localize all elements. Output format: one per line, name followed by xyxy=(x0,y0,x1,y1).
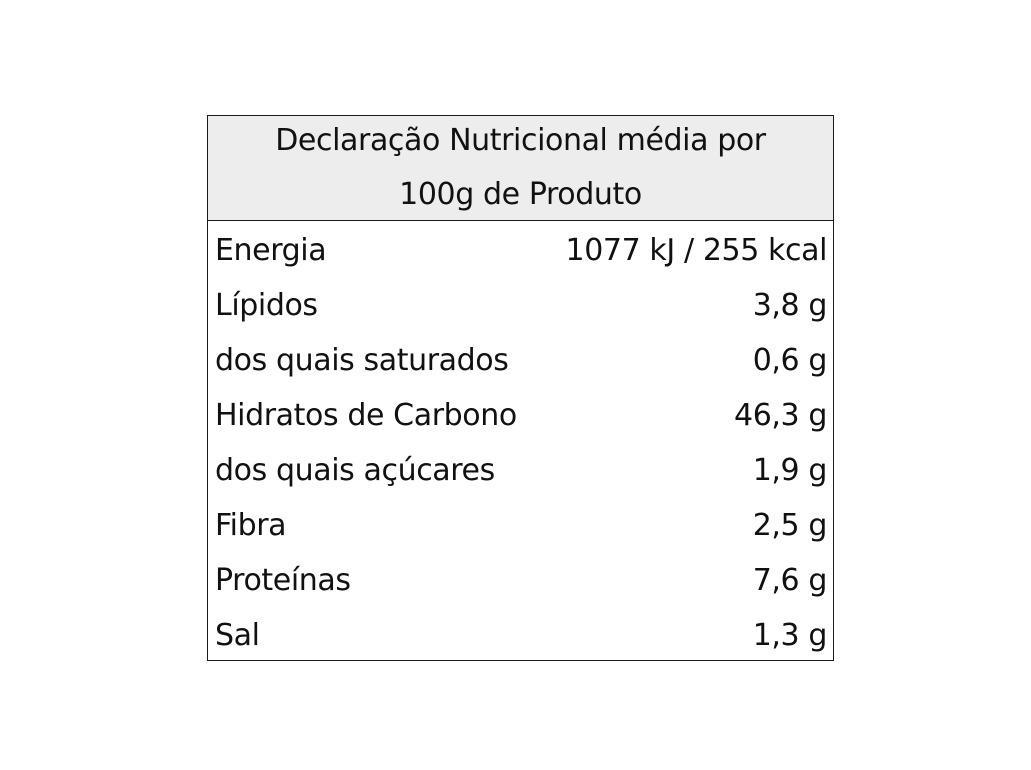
row-label: Sal xyxy=(215,618,260,653)
row-sal: Sal 1,3 g xyxy=(208,608,833,663)
row-saturados: dos quais saturados 0,6 g xyxy=(208,333,833,388)
table-body: Energia 1077 kJ / 255 kcal Lípidos 3,8 g… xyxy=(208,221,833,663)
row-value: 1,3 g xyxy=(752,618,828,653)
row-label: Hidratos de Carbono xyxy=(215,398,517,433)
row-label: Energia xyxy=(215,233,327,268)
header-title-line-1: Declaração Nutricional média por xyxy=(275,123,766,158)
row-label: dos quais açúcares xyxy=(215,453,495,488)
row-acucares: dos quais açúcares 1,9 g xyxy=(208,443,833,498)
row-value: 2,5 g xyxy=(752,508,828,543)
table-header: Declaração Nutricional média por 100g de… xyxy=(208,116,833,221)
row-value: 7,6 g xyxy=(752,563,828,598)
row-label: dos quais saturados xyxy=(215,343,509,378)
row-value: 46,3 g xyxy=(734,398,827,433)
row-proteinas: Proteínas 7,6 g xyxy=(208,553,833,608)
row-value: 3,8 g xyxy=(752,288,828,323)
row-lipidos: Lípidos 3,8 g xyxy=(208,278,833,333)
header-title-line-2: 100g de Produto xyxy=(399,177,642,212)
row-value: 0,6 g xyxy=(752,343,828,378)
row-value: 1077 kJ / 255 kcal xyxy=(565,233,828,268)
row-label: Lípidos xyxy=(215,288,318,323)
row-fibra: Fibra 2,5 g xyxy=(208,498,833,553)
row-label: Proteínas xyxy=(215,563,351,598)
row-hidratos-de-carbono: Hidratos de Carbono 46,3 g xyxy=(208,388,833,443)
row-energia: Energia 1077 kJ / 255 kcal xyxy=(208,223,833,278)
nutrition-table: Declaração Nutricional média por 100g de… xyxy=(207,115,834,661)
row-value: 1,9 g xyxy=(752,453,828,488)
row-label: Fibra xyxy=(215,508,287,543)
